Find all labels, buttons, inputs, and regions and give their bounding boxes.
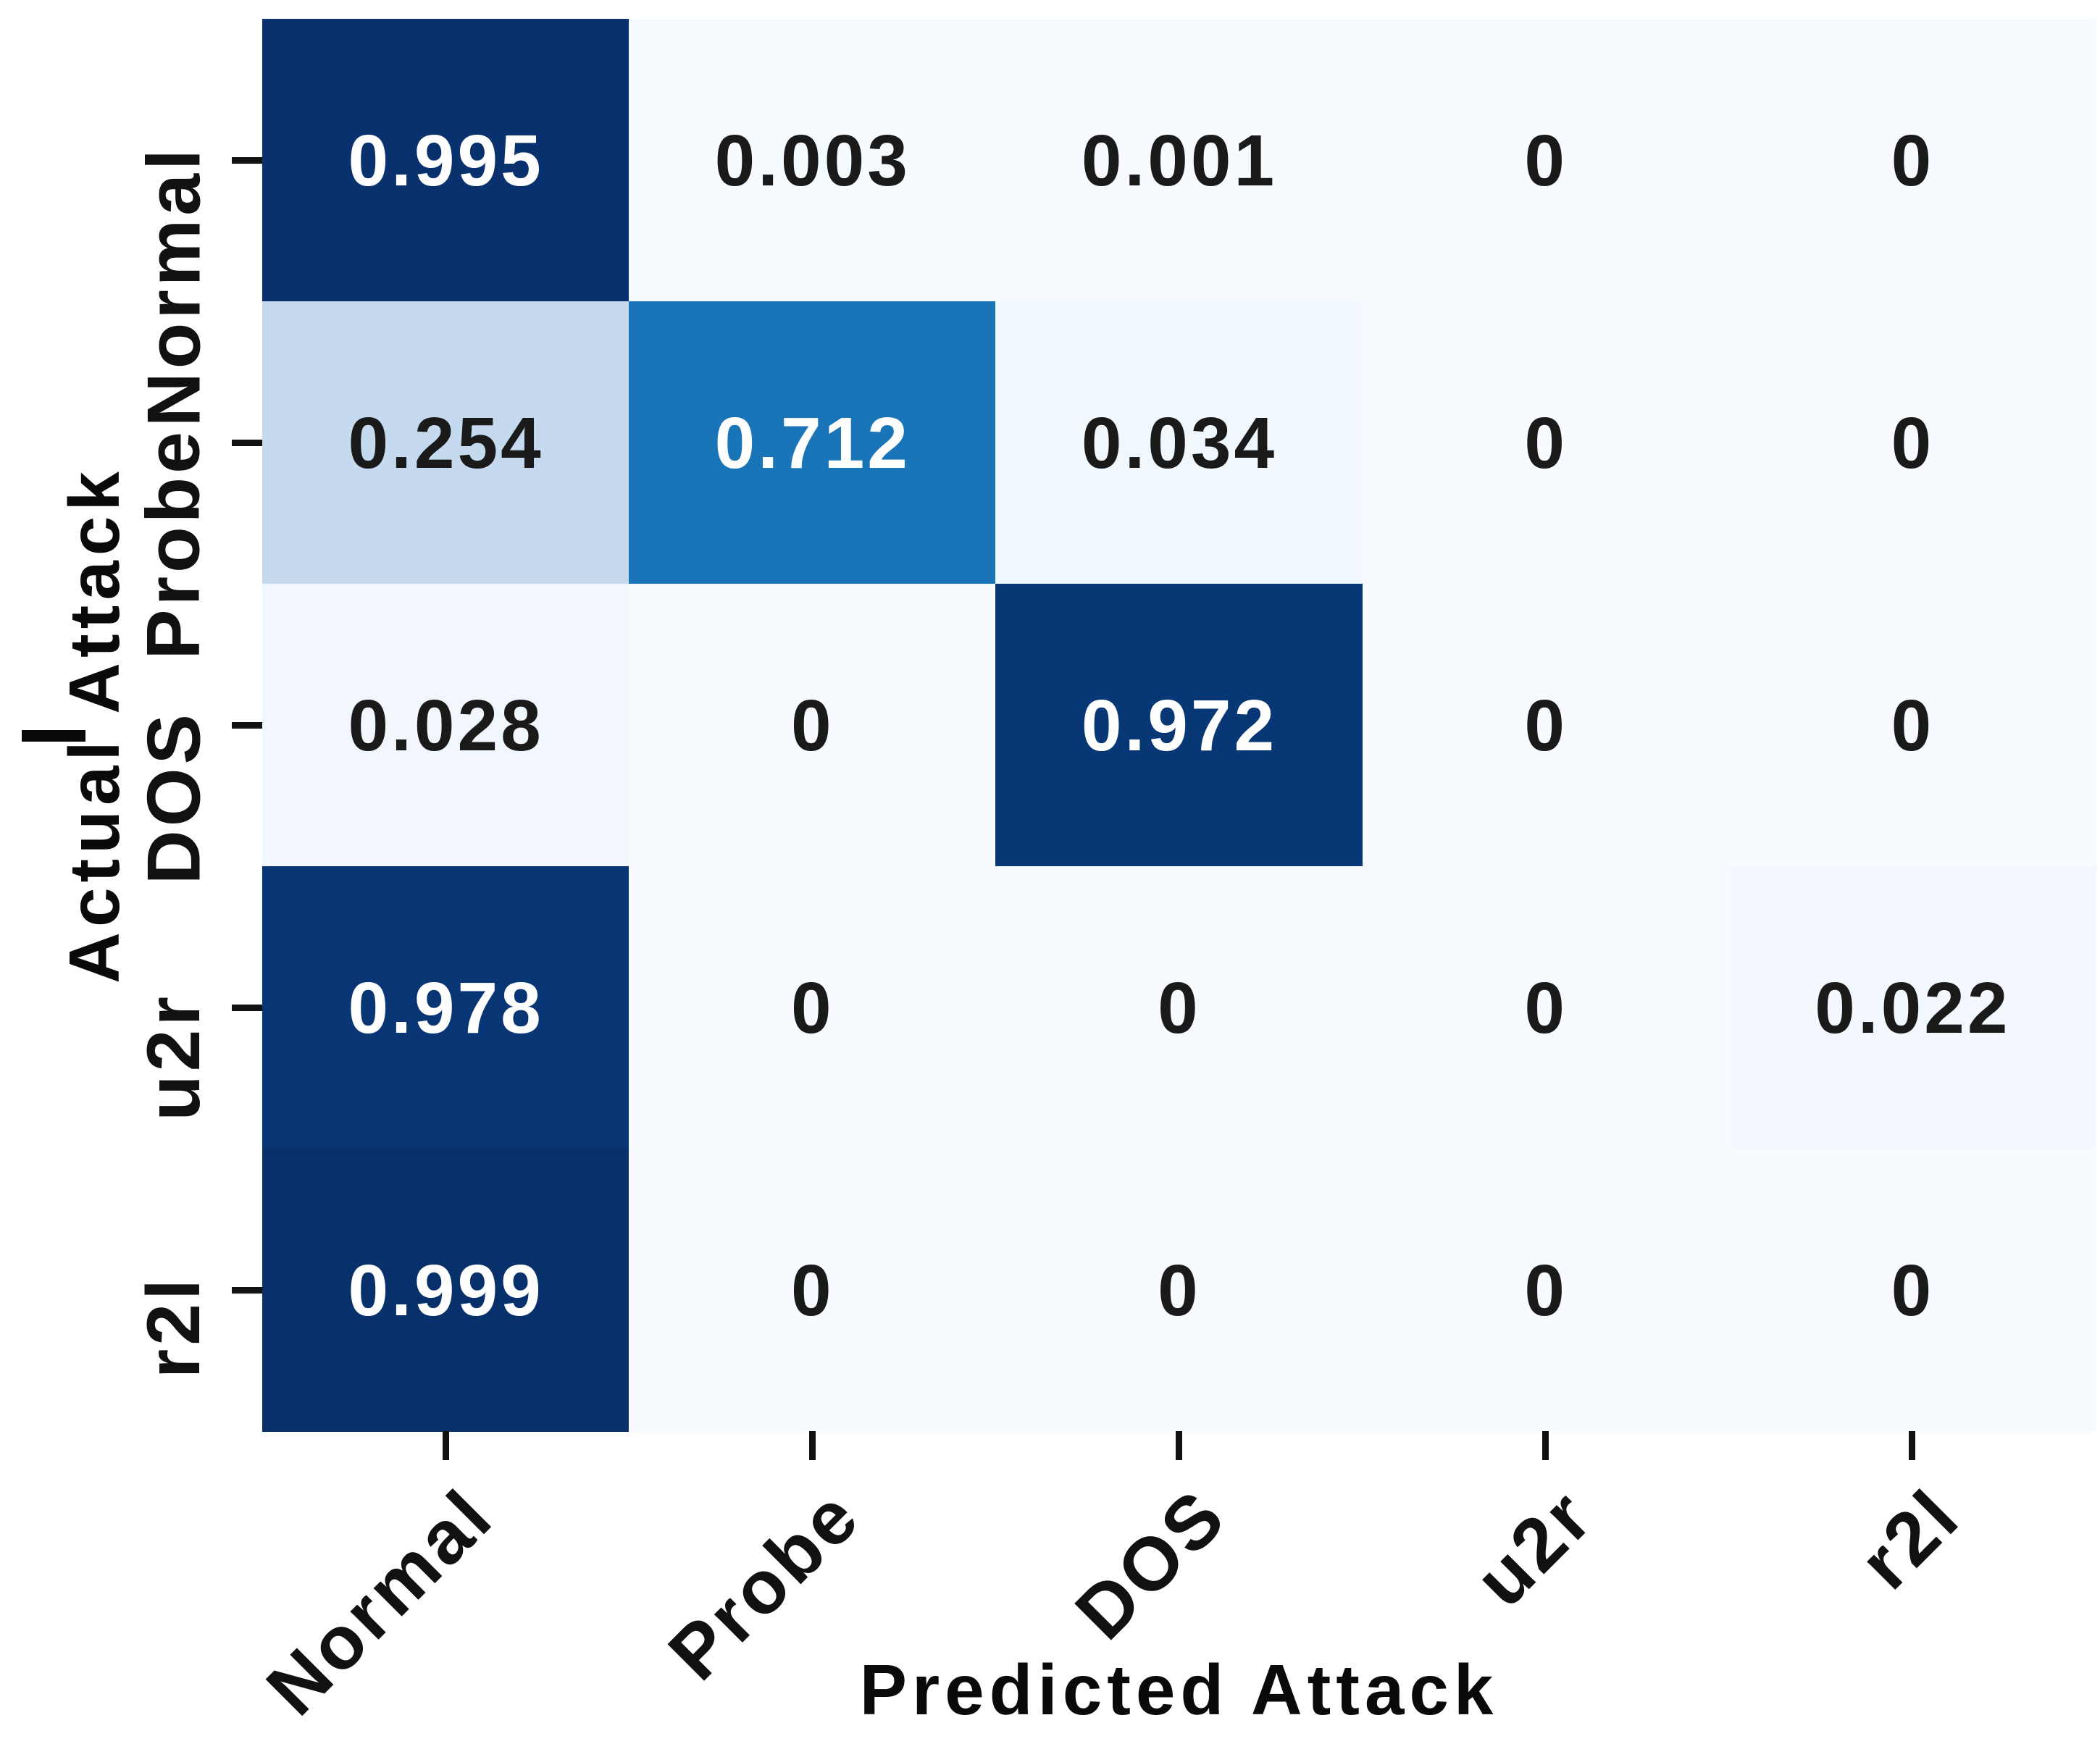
cell-value: 0.995 [348,120,544,201]
x-axis-title: Predicted Attack [859,1650,1499,1730]
heatmap-cell-u2r-Probe: 0 [629,866,997,1149]
x-tick-label-text: u2r [1459,1472,1610,1623]
heatmap-cell-Probe-Normal: 0.254 [262,301,630,584]
heatmap-cell-DOS-Probe: 0 [629,584,997,867]
y-tick-label-text: DOS [132,710,216,885]
cell-value: 0 [1524,684,1568,766]
cell-value: 0.001 [1081,120,1278,201]
heatmap-cell-r2l-Normal: 0.999 [262,1149,630,1432]
y-tick-Probe [232,439,262,446]
heatmap-cell-r2l-u2r: 0 [1362,1149,1730,1432]
cell-value: 0 [1524,120,1568,201]
cell-value: 0 [1891,402,1935,484]
heatmap-cell-Probe-DOS: 0.034 [995,301,1363,584]
y-tick-label-text: r2l [132,1275,216,1379]
cell-value: 0.028 [348,684,544,766]
cell-value: 0 [1158,967,1201,1049]
cell-value: 0 [1524,402,1568,484]
cell-value: 0 [1891,120,1935,201]
cell-value: 0 [1891,684,1935,766]
x-tick-r2l [1909,1431,1916,1460]
heatmap-cell-Probe-r2l: 0 [1728,301,2096,584]
heatmap-cell-u2r-DOS: 0 [995,866,1363,1149]
cell-value: 0 [1524,1249,1568,1331]
y-tick-r2l [232,1286,262,1294]
heatmap-cell-Normal-Probe: 0.003 [629,19,997,302]
heatmap-cell-u2r-r2l: 0.022 [1728,866,2096,1149]
x-tick-label-text: DOS [1060,1472,1243,1656]
cell-value: 0 [1158,1249,1201,1331]
cell-value: 0.022 [1815,967,2011,1049]
cell-value: 0 [1891,1249,1935,1331]
cell-value: 0.003 [714,120,911,201]
cell-value: 0 [790,1249,834,1331]
cell-value: 0 [1524,967,1568,1049]
heatmap-cell-u2r-Normal: 0.978 [262,866,630,1149]
y-tick-DOS [232,721,262,729]
cell-value: 0.254 [348,402,544,484]
heatmap-cell-DOS-u2r: 0 [1362,584,1730,867]
x-tick-u2r [1542,1431,1549,1460]
x-tick-label-text: Normal [251,1472,509,1732]
cell-value: 0 [790,967,834,1049]
y-tick-u2r [232,1004,262,1011]
heatmap-cell-Normal-u2r: 0 [1362,19,1730,302]
x-tick-Normal [442,1431,449,1460]
x-tick-DOS [1176,1431,1182,1460]
x-tick-Probe [808,1431,816,1460]
heatmap-cell-Normal-Normal: 0.995 [262,19,630,302]
heatmap-cell-Normal-r2l: 0 [1728,19,2096,302]
heatmap-cell-r2l-DOS: 0 [995,1149,1363,1432]
heatmap-cell-DOS-DOS: 0.972 [995,584,1363,867]
y-tick-label-text: Normal [132,146,216,427]
heatmap-cell-Normal-DOS: 0.001 [995,19,1363,302]
heatmap-cell-Probe-Probe: 0.712 [629,301,997,584]
heatmap-cell-r2l-Probe: 0 [629,1149,997,1432]
cell-value: 0.999 [348,1249,544,1331]
y-axis-title: Actual Attack [54,466,134,984]
y-tick-Normal [232,156,262,164]
x-tick-label-text: r2l [1844,1472,1976,1606]
heatmap-cell-DOS-r2l: 0 [1728,584,2096,867]
x-tick-label-text: Probe [652,1472,877,1696]
cell-value: 0 [790,684,834,766]
y-tick-label-text: Probe [132,428,216,660]
cell-value: 0.972 [1081,684,1278,766]
y-axis-title-underscore-artifact [22,730,85,742]
cell-value: 0.034 [1081,402,1278,484]
heatmap-cell-r2l-r2l: 0 [1728,1149,2096,1432]
cell-value: 0.712 [714,402,911,484]
heatmap-cell-Probe-u2r: 0 [1362,301,1730,584]
heatmap-cell-u2r-u2r: 0 [1362,866,1730,1149]
cell-value: 0.978 [348,967,544,1049]
heatmap-cell-DOS-Normal: 0.028 [262,584,630,867]
y-tick-label-text: u2r [132,993,216,1121]
